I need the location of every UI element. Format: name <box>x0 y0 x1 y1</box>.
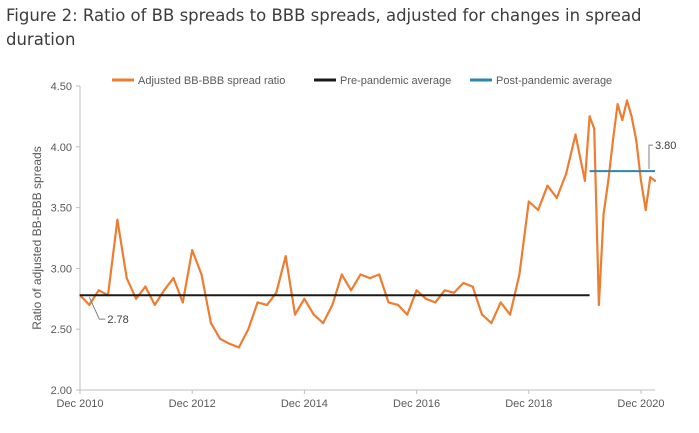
series-point <box>237 346 241 349</box>
series-point <box>583 179 586 182</box>
series-point <box>602 212 605 215</box>
series-point <box>116 218 119 221</box>
y-tick-label: 3.50 <box>51 203 72 215</box>
series-point <box>368 277 371 280</box>
series-point <box>434 301 437 304</box>
chart-legend: Adjusted BB-BBB spread ratio Pre-pandemic… <box>112 75 612 87</box>
series-point <box>172 277 175 280</box>
series-point <box>340 273 343 276</box>
series-line-adjusted-bb-bbb-spread-ratio <box>79 99 656 349</box>
series-point <box>191 249 194 252</box>
series-point <box>625 99 629 102</box>
series-point <box>219 337 222 341</box>
legend-label: Pre-pandemic average <box>340 75 451 87</box>
series-point <box>144 285 147 288</box>
series-point <box>616 103 619 106</box>
series-point <box>209 322 212 325</box>
series-point <box>537 208 540 212</box>
series-point <box>546 184 549 187</box>
series-point <box>508 313 512 316</box>
series-point <box>88 303 91 306</box>
series-point <box>247 328 250 331</box>
series-point <box>125 277 128 280</box>
series-point <box>653 179 657 182</box>
series-point <box>635 139 638 142</box>
series-point <box>387 301 390 304</box>
series-point <box>527 200 530 203</box>
annotation-leader <box>88 296 106 320</box>
x-tick-label: Dec 2012 <box>169 398 216 410</box>
chart-annotations: 2.78 3.80 <box>88 140 676 326</box>
series-point <box>518 273 521 276</box>
series-point <box>293 313 297 316</box>
series-point <box>321 322 325 325</box>
series-point <box>163 289 166 292</box>
series-point <box>415 289 418 292</box>
series-point <box>574 133 577 136</box>
y-tick-label: 3.00 <box>51 263 72 275</box>
series-point <box>452 291 456 294</box>
y-tick-label: 4.00 <box>51 142 72 154</box>
series-point <box>649 176 652 179</box>
series-point <box>490 322 493 325</box>
series-point <box>228 342 231 345</box>
series-point <box>480 313 484 316</box>
series-point <box>359 273 362 276</box>
series-point <box>312 313 315 316</box>
series-point <box>181 301 184 304</box>
x-tick-label: Dec 2020 <box>617 398 664 410</box>
series-point <box>607 179 610 182</box>
series-point <box>284 255 287 258</box>
chart-axes: 2.00 2.50 3.00 3.50 4.00 4.50 Dec 2010 Dec 2012… <box>30 81 665 410</box>
plot-area <box>78 99 657 349</box>
x-tick-label: Dec 2014 <box>281 398 328 410</box>
y-tick-label: 4.50 <box>51 81 72 93</box>
series-point <box>565 172 568 175</box>
series-point <box>97 289 100 292</box>
series-point <box>555 196 558 199</box>
annotation-leader <box>648 144 653 170</box>
series-point <box>303 297 306 300</box>
series-point <box>331 303 334 306</box>
series-point <box>639 179 643 182</box>
y-tick-label: 2.00 <box>51 385 72 397</box>
series-point <box>621 118 624 122</box>
series-point <box>443 289 446 292</box>
annotation-label: 3.80 <box>655 140 676 152</box>
series-point <box>350 289 353 292</box>
series-point <box>406 313 409 316</box>
series-point <box>471 285 474 288</box>
series-point <box>153 303 156 306</box>
y-axis-title: Ratio of adjusted BB-BBB spreads <box>30 146 44 329</box>
series-point <box>378 273 381 276</box>
series-point <box>265 303 269 306</box>
series-point <box>200 273 203 276</box>
series-point <box>134 297 138 300</box>
x-tick-label: Dec 2018 <box>505 398 552 410</box>
series-point <box>597 303 601 306</box>
annotation-label: 2.78 <box>107 314 128 326</box>
series-point <box>256 301 259 304</box>
figure-title: Figure 2: Ratio of BB spreads to BBB spr… <box>6 6 642 49</box>
series-point <box>275 291 278 294</box>
series-point <box>588 115 591 118</box>
series-point <box>462 281 465 285</box>
legend-label: Post-pandemic average <box>496 75 612 87</box>
series-point <box>499 301 502 304</box>
x-tick-label: Dec 2010 <box>56 398 103 410</box>
y-tick-label: 2.50 <box>51 324 72 336</box>
series-point <box>396 303 399 306</box>
series-point <box>611 139 615 142</box>
legend-label: Adjusted BB-BBB spread ratio <box>138 75 285 87</box>
x-tick-label: Dec 2016 <box>393 398 440 410</box>
series-point <box>644 208 647 212</box>
series-point <box>424 297 428 300</box>
series-point <box>630 115 633 118</box>
series-point <box>593 127 596 130</box>
